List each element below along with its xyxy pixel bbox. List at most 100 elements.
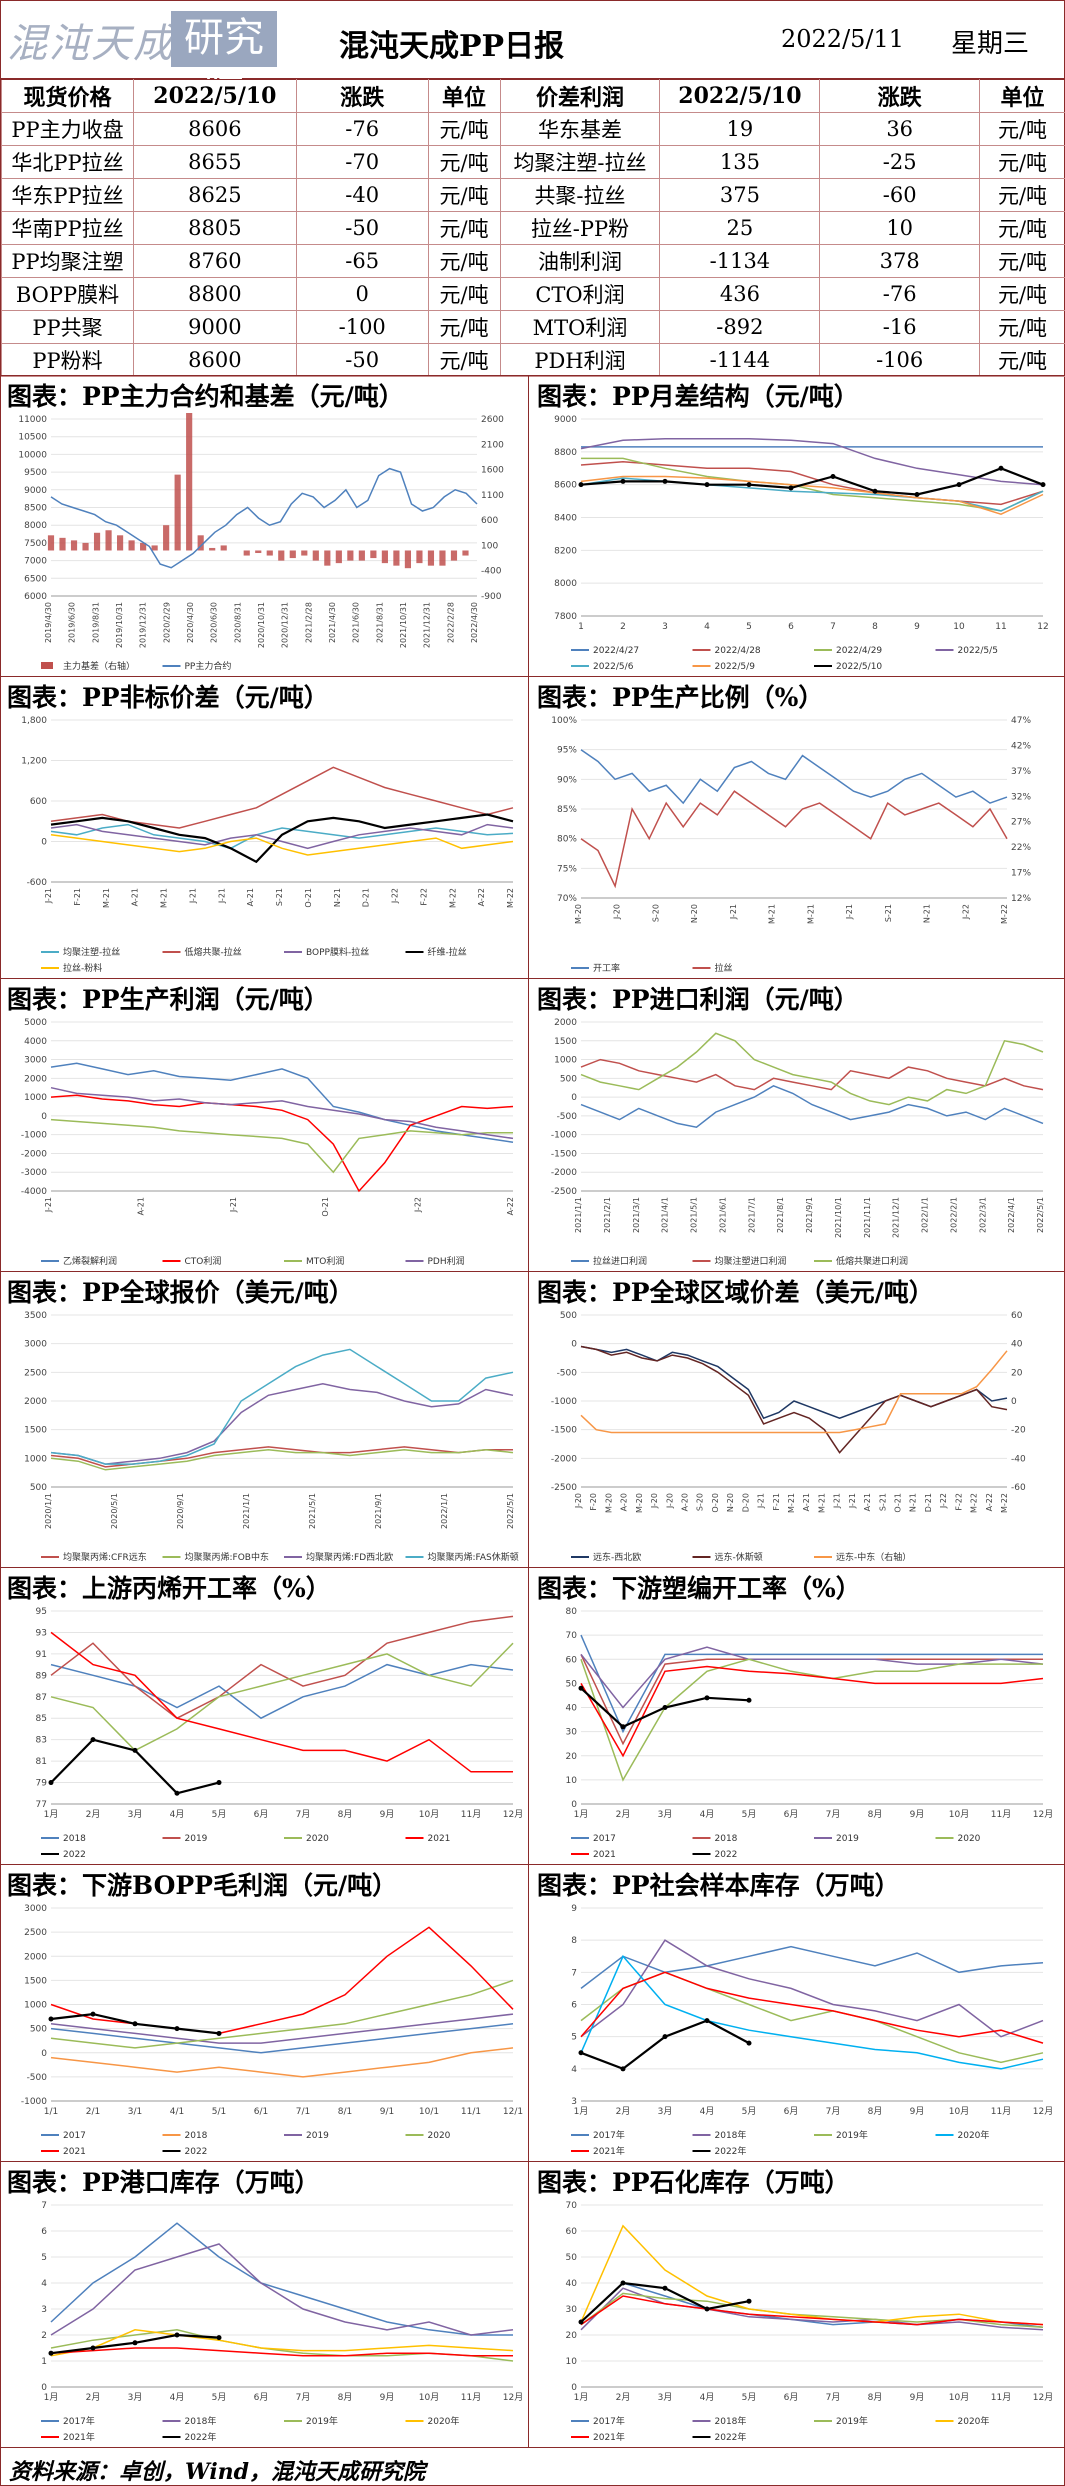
x-tick-label: 2021/4/30	[328, 602, 337, 643]
series-line	[50, 1663, 514, 1720]
x-tick-label: S-21	[275, 888, 284, 906]
chart-panel-c2: 图表：PP月差结构（元/吨） 9000 8800 8600 8400 8200 8000 78…	[531, 377, 1061, 674]
price-table-cell: 元/吨	[427, 178, 501, 212]
legend-label: 2020年	[958, 2415, 990, 2427]
series-line	[580, 1971, 1044, 2044]
series-line	[50, 1118, 513, 1174]
series-line	[50, 823, 514, 850]
y-tick-label: 7800	[554, 612, 577, 622]
price-table-cell: 8606	[132, 112, 297, 146]
y-tick-label: 1000	[24, 2001, 47, 2011]
y-tick-label: 89	[36, 1671, 48, 1681]
x-tick-label: 2022/3/1	[978, 1197, 987, 1233]
legend-item: 均聚聚丙烯:FAS休斯顿	[405, 1551, 519, 1563]
legend-label: 2021	[593, 1850, 616, 1860]
y-tick-label: 1500	[24, 1976, 47, 1986]
legend-item: 远东-休斯顿	[692, 1551, 763, 1563]
y-tick-label: 95%	[557, 746, 577, 756]
x-tick-label: M-22	[1000, 1493, 1009, 1513]
x-tick-label: 2021/11/1	[863, 1197, 872, 1238]
legend-label: 远东-中东（右轴）	[836, 1551, 911, 1563]
x-tick-label: 2019/10/31	[115, 602, 124, 648]
series-marker	[48, 2350, 54, 2356]
y2-tick-label: 32%	[1011, 792, 1031, 802]
x-tick-label: 7月	[826, 1809, 841, 1820]
price-table-cell: 8760	[132, 244, 297, 278]
chart-panel-c7: 图表：PP全球报价（美元/吨） 3500 3000 2500 2000 1500 1000 5…	[1, 1273, 531, 1565]
y-tick-label: 8000	[554, 579, 577, 589]
x-tick-label: J-22	[939, 1493, 948, 1509]
price-table-cell: 9000	[132, 310, 297, 344]
x-tick-label: 12月	[1033, 2106, 1053, 2117]
legend-label: 均聚聚丙烯:CFR远东	[63, 1551, 147, 1563]
legend-swatch	[41, 662, 53, 669]
price-table-cell: 元/吨	[979, 112, 1065, 146]
x-tick-label: 11/1	[461, 2107, 481, 2117]
series-marker	[620, 478, 626, 484]
y-tick-label: 90%	[557, 775, 577, 785]
grid-divider	[1, 978, 1065, 979]
y-tick-label: 10	[566, 1776, 578, 1786]
legend-item: 远东-西北欧	[571, 1551, 641, 1563]
x-tick-label: 10/1	[419, 2107, 439, 2117]
y-tick-label: 70	[566, 1631, 578, 1641]
legend-label: 2020	[958, 1834, 981, 1844]
y-tick-label: 20	[566, 2331, 578, 2341]
series-marker	[132, 1747, 138, 1753]
chart-svg: 2000 1500 1000 500 0 -500 -1000 -1500 -2000 -2500…	[551, 1018, 1045, 1267]
series-marker	[48, 2016, 54, 2022]
y-tick-label: 2000	[554, 1018, 577, 1028]
x-tick-label: M-21	[102, 888, 111, 908]
x-tick-label: 2020/10/31	[257, 602, 266, 648]
x-tick-label: M-22	[448, 888, 457, 908]
x-tick-label: 6	[788, 622, 794, 632]
x-tick-label: 4	[704, 622, 710, 632]
series-marker	[746, 1697, 752, 1703]
legend-item: PDH利润	[405, 1255, 465, 1267]
report-date: 2022/5/11	[781, 25, 905, 53]
grid-divider	[1, 676, 1065, 677]
x-tick-label: 2021/12/1	[892, 1197, 901, 1238]
y-tick-label: 500	[30, 1483, 47, 1493]
x-tick-label: A-22	[477, 888, 486, 906]
legend-item: 均聚注塑进口利润	[692, 1255, 787, 1267]
chart-panel-c8: 图表：PP全球区域价差（美元/吨） 500 0 -500 -1000 -1500 -2000…	[531, 1273, 1061, 1565]
series-line	[50, 2243, 514, 2336]
legend-item: 拉丝进口利润	[571, 1255, 647, 1267]
y-tick-label: 1	[41, 2357, 47, 2367]
chart-panel-c6: 图表：PP进口利润（元/吨） 2000 1500 1000 500 0 -500 -1000 -…	[531, 980, 1061, 1269]
series-line	[580, 1084, 1044, 1129]
chart-panel-c4: 图表：PP生产比例（%） 100% 95% 90% 85% 80% 75% 70% 47% 42%…	[531, 678, 1061, 976]
series-marker	[174, 2332, 180, 2338]
y-tick-label: 6000	[24, 592, 47, 602]
series-line	[580, 1654, 1043, 1746]
y-tick-label: 40	[566, 2279, 578, 2289]
chart-title: 图表：PP社会样本库存（万吨）	[537, 1871, 900, 1900]
basis-bar	[335, 550, 342, 564]
price-table-header-cell: 单位	[979, 79, 1065, 113]
x-tick-label: J-22	[391, 888, 400, 904]
x-tick-label: M-22	[1000, 904, 1009, 924]
series-line	[580, 467, 1044, 496]
y-tick-label: 0	[41, 838, 47, 848]
price-table-header-cell: 涨跌	[295, 79, 429, 113]
y-tick-label: 75%	[557, 864, 577, 874]
x-tick-label: S-21	[878, 1493, 887, 1511]
price-table-header-cell: 涨跌	[819, 79, 981, 113]
x-tick-label: 10月	[949, 2392, 969, 2403]
price-table-cell: -50	[295, 211, 429, 245]
price-table-cell: 10	[819, 211, 981, 245]
price-table-cell: -106	[819, 343, 981, 377]
y-tick-label: 7000	[24, 557, 47, 567]
x-tick-label: M-20	[635, 1493, 644, 1513]
legend-item: 2022/4/27	[571, 646, 639, 656]
legend-label: 2021年	[593, 2145, 625, 2157]
series-line	[50, 2347, 513, 2357]
price-table-cell: PP共聚	[1, 310, 134, 344]
y-tick-label: 6	[571, 2001, 577, 2011]
price-table-row: PP均聚注塑 8760 -65 元/吨 油制利润 -1134 378 元/吨	[1, 244, 1065, 278]
series-marker	[662, 2285, 668, 2291]
series-marker	[746, 482, 752, 488]
legend-label: 2020年	[428, 2415, 460, 2427]
